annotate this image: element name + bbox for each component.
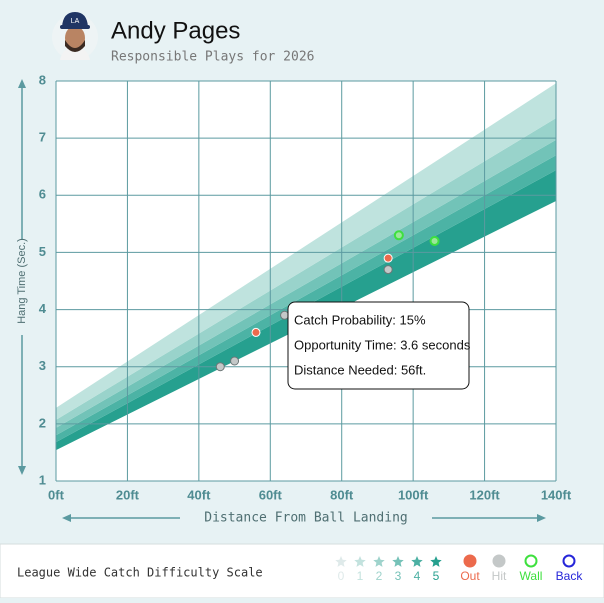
x-tick-label: 140ft — [541, 487, 572, 502]
chart-subtitle: Responsible Plays for 2026 — [111, 50, 315, 65]
x-axis-label: Distance From Ball Landing — [204, 511, 408, 526]
data-point — [251, 327, 261, 337]
legend-swatch — [492, 554, 506, 568]
legend-label: Out — [460, 569, 480, 583]
scale-label: 3 — [395, 569, 402, 583]
difficulty-band — [56, 83, 556, 420]
difficulty-band — [56, 155, 556, 443]
data-point — [230, 356, 240, 366]
x-tick-label: 40ft — [187, 487, 211, 502]
svg-text:LA: LA — [71, 18, 80, 25]
legend-swatch — [562, 554, 576, 568]
tooltip-line: Opportunity Time: 3.6 seconds — [294, 337, 471, 352]
tooltip-line: Distance Needed: 56ft. — [294, 362, 426, 377]
scale-star — [411, 556, 423, 567]
scale-label: 1 — [357, 569, 364, 583]
y-tick-label: 6 — [39, 187, 46, 202]
scale-star — [430, 556, 442, 567]
x-tick-label: 120ft — [469, 487, 500, 502]
x-tick-label: 60ft — [259, 487, 283, 502]
data-point — [383, 253, 393, 263]
data-point — [215, 362, 225, 372]
x-tick-label: 0ft — [48, 487, 65, 502]
data-point — [280, 310, 290, 320]
scale-star — [373, 556, 385, 567]
legend-swatch — [463, 554, 477, 568]
legend: 0 1 2 3 4 5 Out Hit Wall Back — [335, 554, 584, 583]
y-tick-label: 1 — [39, 472, 46, 487]
x-tick-label: 100ft — [398, 487, 429, 502]
legend-label: Back — [556, 569, 584, 583]
y-axis-label: Hang Time (Sec.) — [16, 238, 28, 324]
scale-star — [392, 556, 404, 567]
y-tick-label: 8 — [39, 72, 46, 87]
scale-label: 0 — [338, 569, 345, 583]
chart-title: Andy Pages — [111, 17, 240, 44]
data-point — [383, 265, 393, 275]
scale-star — [354, 556, 366, 567]
tooltip-line: Catch Probability: 15% — [294, 312, 426, 327]
legend-swatch — [524, 554, 538, 568]
difficulty-band — [56, 83, 556, 408]
legend-label: Hit — [492, 569, 507, 583]
x-tick-label: 20ft — [116, 487, 140, 502]
scale-star — [335, 556, 347, 567]
y-tick-label: 5 — [39, 244, 46, 259]
y-tick-label: 2 — [39, 415, 46, 430]
scale-label: 2 — [376, 569, 383, 583]
scale-label: 5 — [433, 569, 440, 583]
y-tick-label: 3 — [39, 358, 46, 373]
y-tick-label: 7 — [39, 130, 46, 145]
data-point — [393, 230, 404, 241]
data-point — [429, 236, 440, 246]
axes: Distance From Ball Landing Hang Time (Se… — [16, 79, 546, 526]
legend-label: Wall — [520, 569, 543, 583]
scale-title: League Wide Catch Difficulty Scale — [17, 566, 263, 580]
grid: 0ft 20ft 40ft 60ft 80ft 100ft 120ft 140ft 1 2 3 4 5 6… — [39, 72, 572, 502]
difficulty-band — [56, 139, 556, 436]
tooltip: Catch Probability: 15% Opportunity Time:… — [287, 301, 471, 390]
legend-panel — [0, 543, 604, 599]
avatar: LA — [52, 12, 98, 60]
x-tick-label: 80ft — [330, 487, 354, 502]
y-tick-label: 4 — [39, 301, 47, 316]
points — [215, 230, 440, 372]
scale-label: 4 — [414, 569, 421, 583]
